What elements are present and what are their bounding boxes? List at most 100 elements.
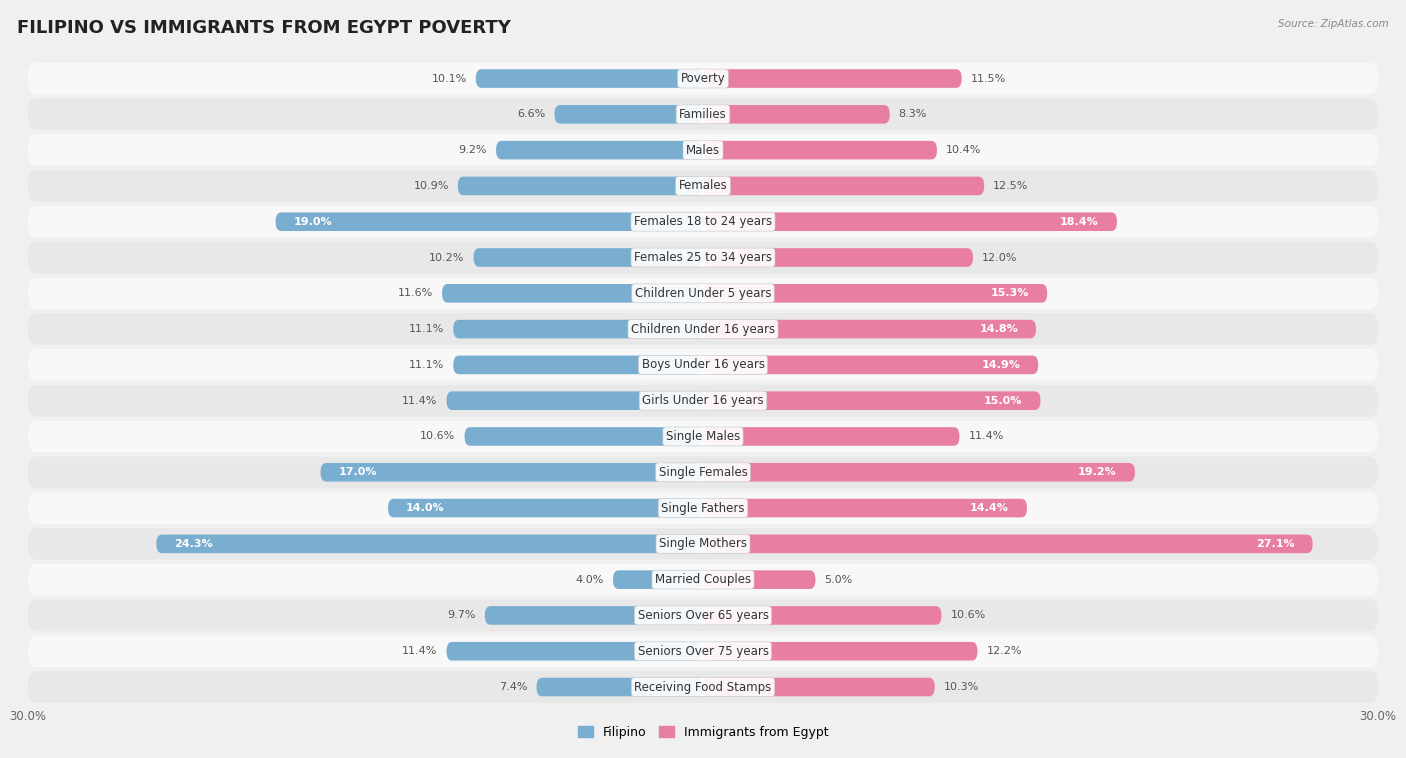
FancyBboxPatch shape bbox=[703, 248, 973, 267]
Text: 10.4%: 10.4% bbox=[946, 145, 981, 155]
Text: 17.0%: 17.0% bbox=[339, 467, 377, 478]
FancyBboxPatch shape bbox=[464, 428, 703, 446]
FancyBboxPatch shape bbox=[554, 105, 703, 124]
Text: 6.6%: 6.6% bbox=[517, 109, 546, 119]
FancyBboxPatch shape bbox=[28, 171, 1378, 202]
FancyBboxPatch shape bbox=[28, 635, 1378, 667]
FancyBboxPatch shape bbox=[703, 570, 815, 589]
Text: 12.5%: 12.5% bbox=[993, 181, 1029, 191]
Text: 24.3%: 24.3% bbox=[174, 539, 212, 549]
Text: 11.5%: 11.5% bbox=[970, 74, 1005, 83]
FancyBboxPatch shape bbox=[28, 134, 1378, 166]
Text: Girls Under 16 years: Girls Under 16 years bbox=[643, 394, 763, 407]
FancyBboxPatch shape bbox=[388, 499, 703, 518]
FancyBboxPatch shape bbox=[28, 564, 1378, 596]
FancyBboxPatch shape bbox=[28, 313, 1378, 345]
Text: 12.2%: 12.2% bbox=[987, 647, 1022, 656]
Text: Single Fathers: Single Fathers bbox=[661, 502, 745, 515]
FancyBboxPatch shape bbox=[485, 606, 703, 625]
FancyBboxPatch shape bbox=[321, 463, 703, 481]
FancyBboxPatch shape bbox=[703, 678, 935, 697]
Text: 19.2%: 19.2% bbox=[1078, 467, 1116, 478]
Text: 14.8%: 14.8% bbox=[979, 324, 1018, 334]
FancyBboxPatch shape bbox=[447, 391, 703, 410]
FancyBboxPatch shape bbox=[703, 284, 1047, 302]
FancyBboxPatch shape bbox=[28, 493, 1378, 524]
FancyBboxPatch shape bbox=[703, 606, 942, 625]
Text: Families: Families bbox=[679, 108, 727, 121]
Text: 4.0%: 4.0% bbox=[575, 575, 605, 584]
FancyBboxPatch shape bbox=[703, 499, 1026, 518]
FancyBboxPatch shape bbox=[703, 463, 1135, 481]
Text: 10.3%: 10.3% bbox=[943, 682, 979, 692]
Text: 10.2%: 10.2% bbox=[429, 252, 464, 262]
Text: Females: Females bbox=[679, 180, 727, 193]
Text: 27.1%: 27.1% bbox=[1256, 539, 1295, 549]
FancyBboxPatch shape bbox=[28, 528, 1378, 559]
FancyBboxPatch shape bbox=[703, 141, 936, 159]
FancyBboxPatch shape bbox=[475, 69, 703, 88]
Text: 14.0%: 14.0% bbox=[406, 503, 444, 513]
Text: Single Mothers: Single Mothers bbox=[659, 537, 747, 550]
FancyBboxPatch shape bbox=[496, 141, 703, 159]
Text: Poverty: Poverty bbox=[681, 72, 725, 85]
FancyBboxPatch shape bbox=[703, 177, 984, 196]
FancyBboxPatch shape bbox=[537, 678, 703, 697]
Text: Source: ZipAtlas.com: Source: ZipAtlas.com bbox=[1278, 19, 1389, 29]
FancyBboxPatch shape bbox=[703, 320, 1036, 338]
Text: 10.9%: 10.9% bbox=[413, 181, 449, 191]
FancyBboxPatch shape bbox=[276, 212, 703, 231]
Text: 19.0%: 19.0% bbox=[294, 217, 332, 227]
Text: 11.1%: 11.1% bbox=[409, 360, 444, 370]
Text: 10.6%: 10.6% bbox=[950, 610, 986, 621]
FancyBboxPatch shape bbox=[703, 428, 959, 446]
FancyBboxPatch shape bbox=[703, 69, 962, 88]
Text: Single Females: Single Females bbox=[658, 465, 748, 479]
Text: 7.4%: 7.4% bbox=[499, 682, 527, 692]
Text: Married Couples: Married Couples bbox=[655, 573, 751, 586]
Text: 15.0%: 15.0% bbox=[984, 396, 1022, 406]
FancyBboxPatch shape bbox=[703, 212, 1116, 231]
FancyBboxPatch shape bbox=[453, 320, 703, 338]
Text: Children Under 5 years: Children Under 5 years bbox=[634, 287, 772, 300]
Text: Females 18 to 24 years: Females 18 to 24 years bbox=[634, 215, 772, 228]
Text: Receiving Food Stamps: Receiving Food Stamps bbox=[634, 681, 772, 694]
Text: 9.2%: 9.2% bbox=[458, 145, 486, 155]
Text: 11.6%: 11.6% bbox=[398, 288, 433, 299]
Text: Children Under 16 years: Children Under 16 years bbox=[631, 323, 775, 336]
FancyBboxPatch shape bbox=[474, 248, 703, 267]
Text: 11.4%: 11.4% bbox=[402, 647, 437, 656]
Text: Seniors Over 75 years: Seniors Over 75 years bbox=[637, 645, 769, 658]
FancyBboxPatch shape bbox=[703, 356, 1038, 374]
FancyBboxPatch shape bbox=[613, 570, 703, 589]
Text: 10.6%: 10.6% bbox=[420, 431, 456, 441]
Text: 11.4%: 11.4% bbox=[402, 396, 437, 406]
Text: 10.1%: 10.1% bbox=[432, 74, 467, 83]
FancyBboxPatch shape bbox=[703, 642, 977, 660]
FancyBboxPatch shape bbox=[703, 105, 890, 124]
Text: 11.1%: 11.1% bbox=[409, 324, 444, 334]
Text: 14.4%: 14.4% bbox=[970, 503, 1010, 513]
FancyBboxPatch shape bbox=[28, 99, 1378, 130]
Text: 14.9%: 14.9% bbox=[981, 360, 1021, 370]
Text: 11.4%: 11.4% bbox=[969, 431, 1004, 441]
Text: Boys Under 16 years: Boys Under 16 years bbox=[641, 359, 765, 371]
Text: 9.7%: 9.7% bbox=[447, 610, 475, 621]
FancyBboxPatch shape bbox=[156, 534, 703, 553]
FancyBboxPatch shape bbox=[28, 456, 1378, 488]
FancyBboxPatch shape bbox=[28, 600, 1378, 631]
Text: Females 25 to 34 years: Females 25 to 34 years bbox=[634, 251, 772, 264]
Legend: Filipino, Immigrants from Egypt: Filipino, Immigrants from Egypt bbox=[572, 721, 834, 744]
FancyBboxPatch shape bbox=[447, 642, 703, 660]
FancyBboxPatch shape bbox=[28, 63, 1378, 94]
Text: 15.3%: 15.3% bbox=[991, 288, 1029, 299]
FancyBboxPatch shape bbox=[28, 672, 1378, 703]
FancyBboxPatch shape bbox=[703, 391, 1040, 410]
Text: 18.4%: 18.4% bbox=[1060, 217, 1099, 227]
Text: 8.3%: 8.3% bbox=[898, 109, 927, 119]
FancyBboxPatch shape bbox=[28, 242, 1378, 274]
FancyBboxPatch shape bbox=[441, 284, 703, 302]
Text: FILIPINO VS IMMIGRANTS FROM EGYPT POVERTY: FILIPINO VS IMMIGRANTS FROM EGYPT POVERT… bbox=[17, 19, 510, 37]
FancyBboxPatch shape bbox=[28, 349, 1378, 381]
FancyBboxPatch shape bbox=[28, 277, 1378, 309]
